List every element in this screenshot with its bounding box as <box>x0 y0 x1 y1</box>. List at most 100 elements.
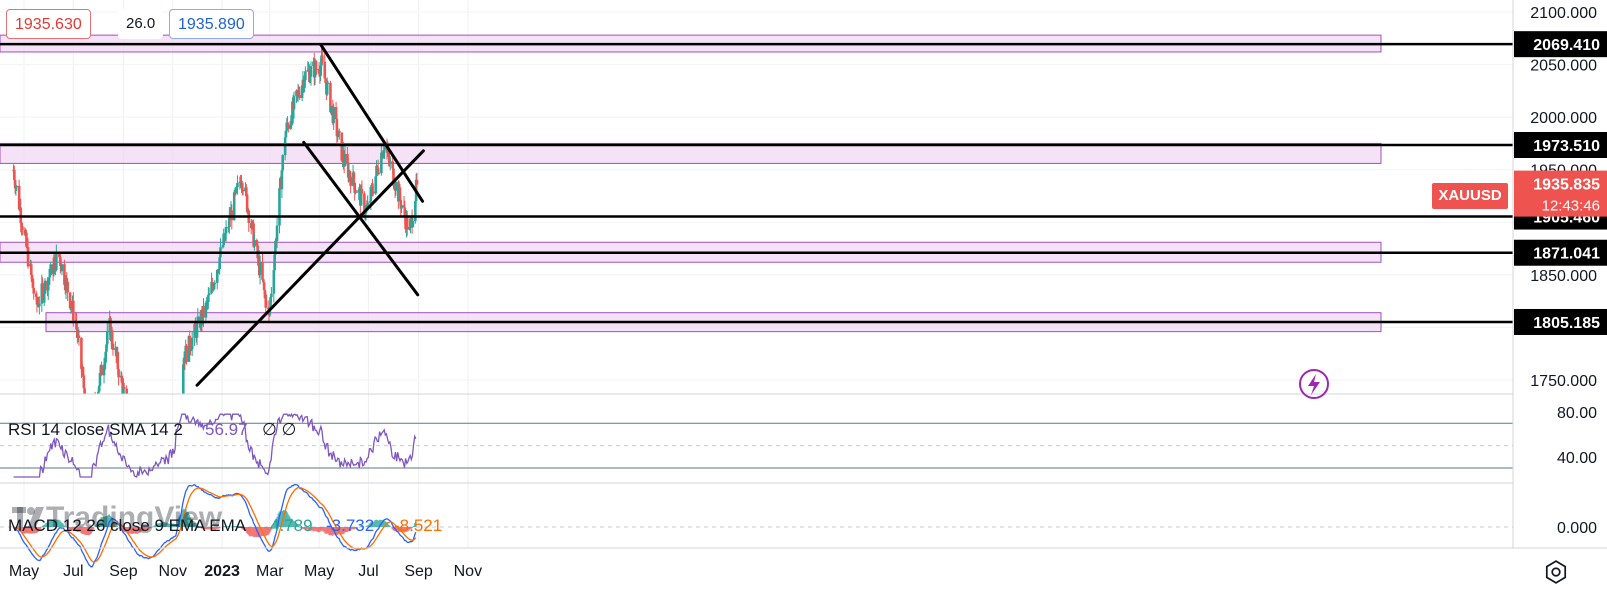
rsi-panel <box>0 412 1513 478</box>
candle-body <box>144 486 147 489</box>
macd-hist-bar <box>129 527 132 534</box>
macd-hist-bar <box>19 527 22 532</box>
candle-body <box>82 375 86 389</box>
macd-hist-bar <box>285 510 288 527</box>
candle-body <box>360 188 364 194</box>
candle-body <box>280 170 284 190</box>
macd-hist-bar <box>242 527 245 531</box>
macd-hist-bar <box>250 527 253 537</box>
macd-hist-bar <box>328 527 330 535</box>
candle-body <box>332 107 335 124</box>
macd-hist-bar <box>43 525 45 527</box>
macd-hist-bar <box>258 527 260 538</box>
macd-hist-bar <box>85 527 88 535</box>
candle-body <box>236 182 239 188</box>
candle-body <box>215 270 219 283</box>
candle-body <box>297 90 301 96</box>
macd-hist-bar <box>145 527 148 530</box>
macd-hist-bar <box>75 527 78 532</box>
macd-hist-bar <box>48 520 51 527</box>
candle-body <box>196 316 200 323</box>
candle-body <box>66 281 69 293</box>
candle-body <box>335 119 339 137</box>
candle-body <box>349 176 352 186</box>
candle-body <box>100 365 103 376</box>
candle-body <box>380 152 383 174</box>
macd-hist-bar <box>122 527 124 533</box>
macd-hist-bar <box>170 523 173 527</box>
lightning-icon[interactable] <box>1299 369 1329 399</box>
macd-hist-bar <box>301 527 303 529</box>
macd-hist-bar <box>280 511 283 527</box>
macd-hist-bar <box>169 523 171 527</box>
macd-hist-bar <box>116 525 118 527</box>
candle-body <box>308 69 311 83</box>
candle-body <box>59 257 62 267</box>
macd-hist-bar <box>373 521 375 527</box>
macd-hist-bar <box>79 527 81 532</box>
macd-hist-bar <box>84 527 87 536</box>
candle-body <box>408 226 411 230</box>
macd-hist-bar <box>292 520 294 527</box>
candle-body <box>104 351 107 363</box>
candle-body <box>303 80 306 88</box>
candle-body <box>314 61 318 69</box>
candle-body <box>86 403 89 404</box>
macd-hist-bar <box>351 527 354 530</box>
candle-body <box>241 189 245 192</box>
candle-body <box>87 403 90 416</box>
candle-body <box>329 106 333 113</box>
ask-price-badge[interactable]: 1935.890 <box>169 9 254 39</box>
macd-hist-bar <box>181 510 184 527</box>
x-tick-label: Sep <box>404 563 433 580</box>
macd-hist-bar <box>400 527 402 532</box>
macd-hist-bar <box>410 527 413 529</box>
macd-hist-bar <box>197 525 200 527</box>
y-tick-label: 1850.000 <box>1530 268 1597 285</box>
candle-body <box>68 292 72 309</box>
macd-hist-bar <box>128 527 131 534</box>
macd-hist-bar <box>37 527 40 532</box>
macd-hist-bar <box>367 524 370 527</box>
macd-hist-bar <box>415 521 417 527</box>
candle-body <box>117 369 120 378</box>
candle-body <box>411 221 415 227</box>
watermark: TradingView <box>46 501 223 534</box>
macd-hist-bar <box>134 527 136 534</box>
macd-hist-bar <box>387 524 390 527</box>
macd-hist-bar <box>54 518 56 527</box>
y-tick-label: 2100.000 <box>1530 5 1597 22</box>
macd-hist-bar <box>70 527 72 531</box>
macd-hist-bar <box>213 527 215 530</box>
macd-hist-bar <box>149 527 151 529</box>
macd-hist-bar <box>330 527 333 536</box>
candle-body <box>63 264 66 285</box>
macd-hist-bar <box>382 520 384 527</box>
macd-hist-bar <box>188 514 191 527</box>
macd-hist-bar <box>44 524 46 527</box>
candle-body <box>230 210 234 221</box>
candle-body <box>65 278 69 282</box>
macd-label-prefix: MACD 12 26 close 9 EMA EMA <box>8 516 247 535</box>
macd-hist-bar <box>172 523 175 527</box>
candle-body <box>343 154 347 167</box>
candle-body <box>70 306 74 308</box>
candle-body <box>398 187 402 200</box>
macd-hist-bar <box>174 523 177 527</box>
candle-body <box>262 282 266 291</box>
grid-lines <box>0 0 1513 548</box>
candle-body <box>258 261 262 276</box>
macd-hist-bar <box>311 527 313 531</box>
candle-body <box>392 168 395 186</box>
candle-body <box>109 318 112 340</box>
bid-price-badge[interactable]: 1935.630 <box>6 9 91 39</box>
settings-gear-icon[interactable] <box>1543 559 1569 585</box>
macd-label-signal: -8.521 <box>394 516 442 535</box>
macd-hist-bar <box>155 523 158 527</box>
macd-hist-bar <box>232 526 235 527</box>
macd-hist-bar <box>245 527 248 534</box>
candle-body <box>253 240 256 247</box>
macd-hist-bar <box>118 527 121 530</box>
candle-body <box>163 497 166 498</box>
